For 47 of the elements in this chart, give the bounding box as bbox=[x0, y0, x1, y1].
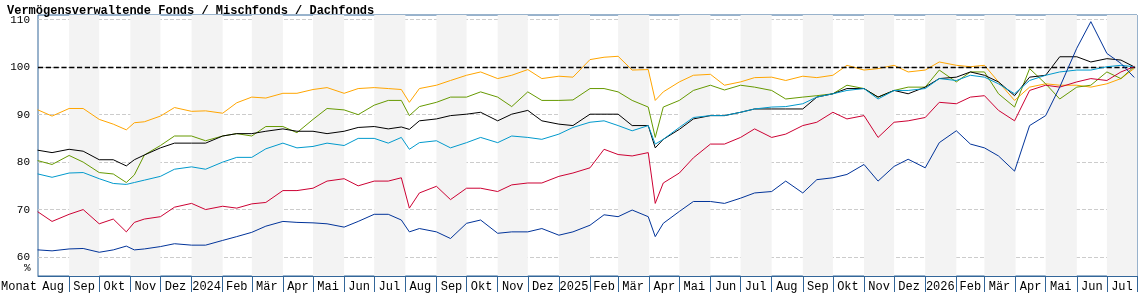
x-tick-label: Sep bbox=[73, 280, 95, 294]
x-tick-label: Apr bbox=[1019, 280, 1042, 294]
x-tick-label: Jun bbox=[714, 280, 737, 294]
x-tick-label: Feb bbox=[225, 280, 248, 294]
x-tick-label: 2025 bbox=[559, 280, 589, 294]
x-tick-label: Jul bbox=[744, 280, 767, 294]
x-tick-label: Mär bbox=[256, 280, 278, 294]
x-tick-label: Jul bbox=[1111, 280, 1133, 294]
line-series bbox=[37, 21, 1135, 253]
x-tick-label: Mär bbox=[988, 280, 1011, 294]
line-series bbox=[37, 66, 1135, 233]
x-tick-label: Sep bbox=[807, 280, 829, 294]
x-tick-label: 2024 bbox=[192, 280, 222, 294]
x-tick-label: Okt bbox=[470, 280, 493, 294]
y-axis-title: % bbox=[24, 261, 31, 274]
x-tick-label: Nov bbox=[134, 280, 157, 294]
x-tick-label: Sep bbox=[440, 280, 463, 294]
x-tick-label: Mai bbox=[683, 280, 706, 294]
x-tick-label: Mär bbox=[622, 280, 644, 294]
x-tick-label: Aug bbox=[409, 280, 432, 294]
x-tick-label: Dez bbox=[898, 280, 920, 294]
x-axis-title: Monat bbox=[1, 280, 38, 294]
line-series bbox=[37, 55, 1135, 131]
x-tick-label: 2026 bbox=[925, 280, 955, 294]
x-tick-label: Okt bbox=[837, 280, 859, 294]
x-tick-label: Feb bbox=[959, 280, 982, 294]
x-tick-label: Jul bbox=[378, 280, 401, 294]
x-tick-label: Dez bbox=[164, 280, 187, 294]
y-tick-label: 90 bbox=[16, 108, 30, 121]
x-tick-label: Apr bbox=[287, 280, 309, 294]
line-series bbox=[37, 56, 1135, 167]
y-tick-label: 70 bbox=[16, 203, 30, 216]
x-tick-label: Feb bbox=[593, 280, 615, 294]
x-tick-label: Jun bbox=[1081, 280, 1103, 294]
x-tick-label: Aug bbox=[775, 280, 798, 294]
x-tick-label: Mai bbox=[1049, 280, 1072, 294]
x-tick-label: Dez bbox=[532, 280, 554, 294]
y-tick-label: 100 bbox=[10, 61, 30, 74]
x-tick-label: Jun bbox=[348, 280, 370, 294]
x-tick-label: Nov bbox=[501, 280, 524, 294]
x-tick-label: Mai bbox=[317, 280, 339, 294]
x-tick-label: Aug bbox=[42, 280, 64, 294]
x-tick-label: Apr bbox=[653, 280, 676, 294]
x-tick-label: Nov bbox=[868, 280, 890, 294]
y-tick-label: 60 bbox=[16, 251, 30, 264]
y-tick-label: 80 bbox=[16, 156, 30, 169]
x-tick-label: Okt bbox=[103, 280, 126, 294]
